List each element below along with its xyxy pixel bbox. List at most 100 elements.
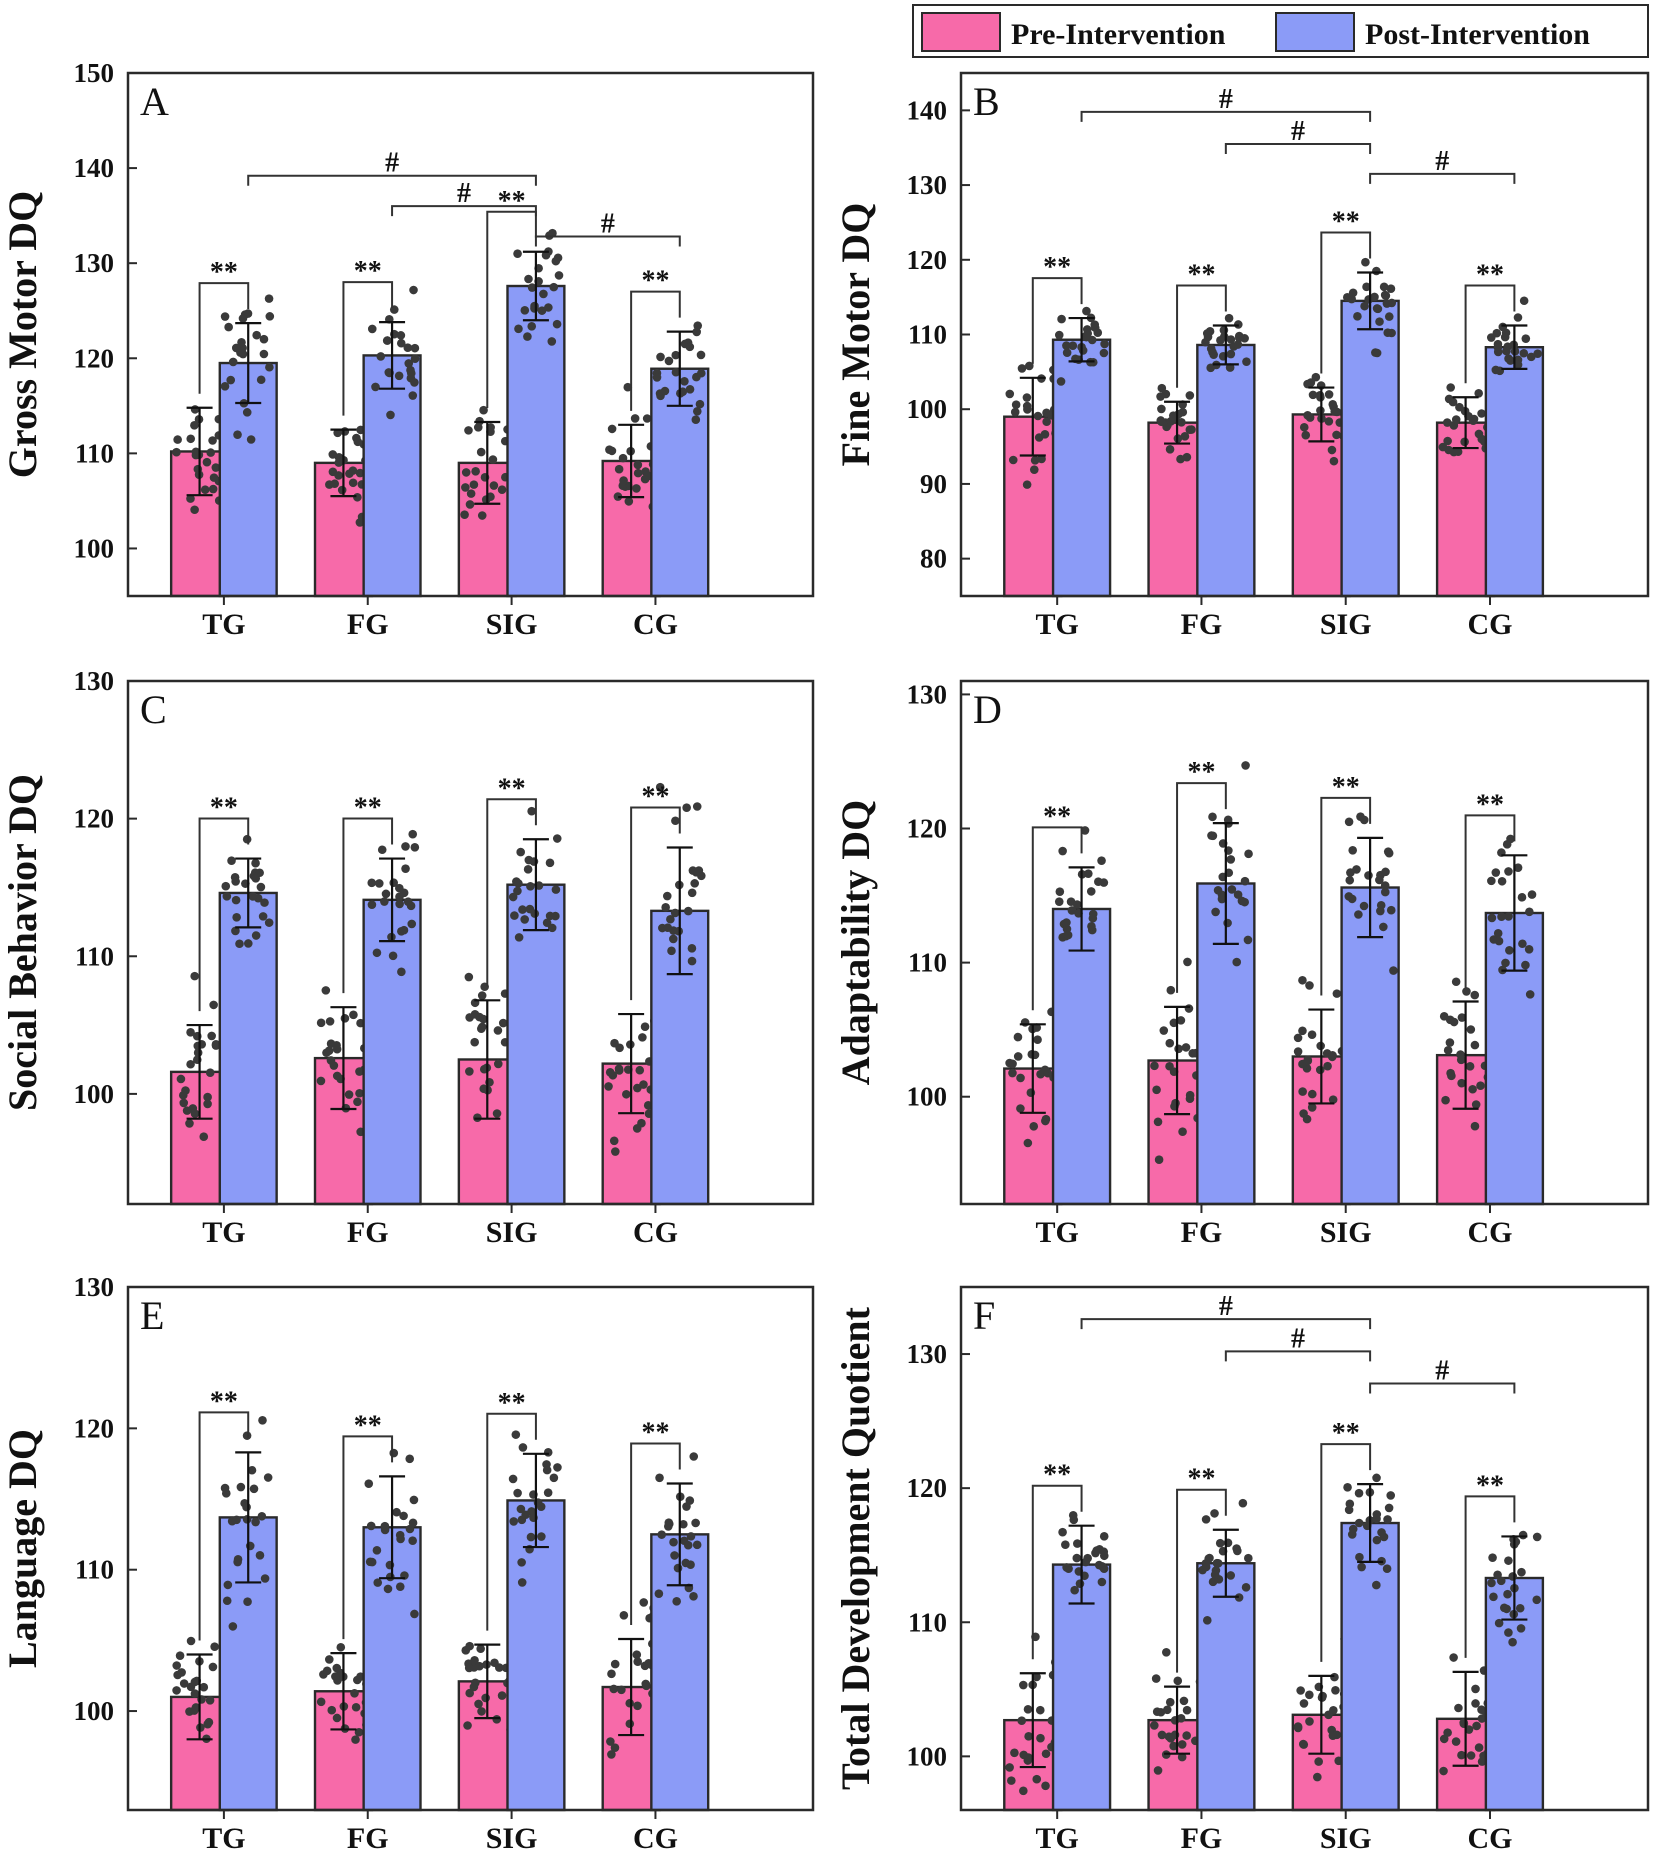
data-point [688,866,698,875]
data-point [321,986,331,995]
data-point [1182,452,1192,462]
data-point [1154,1155,1164,1165]
data-point [1332,407,1342,417]
category-label-tg: TG [202,1216,245,1249]
data-point [1080,826,1090,835]
data-point [1016,1073,1025,1083]
data-point [1152,1707,1162,1716]
data-point [1323,1061,1332,1071]
data-point [399,925,409,935]
data-point [1380,881,1390,890]
data-point [1505,945,1514,955]
data-point [508,1474,518,1484]
data-point [1353,312,1362,321]
data-point [205,1696,215,1705]
data-point [1379,922,1388,932]
within-sig-label: ** [210,793,238,824]
within-sig-label: ** [1332,1418,1360,1449]
y-tick-label: 110 [75,1555,114,1585]
data-point [547,337,557,346]
data-point [1499,1603,1509,1613]
data-point [614,464,624,474]
data-point [1156,392,1165,401]
data-point [1332,430,1341,440]
data-point [1090,323,1100,333]
data-point [1029,465,1039,474]
data-point [1497,876,1507,886]
data-point [474,1699,483,1709]
data-point [340,1014,350,1023]
data-point [1328,1095,1338,1104]
data-point [1384,848,1394,858]
data-point [1008,1059,1017,1069]
data-point [1470,1040,1480,1050]
data-point [1057,314,1066,324]
data-point [408,1518,418,1528]
data-point [251,1517,260,1527]
data-point [1016,1104,1025,1113]
data-point [383,1584,393,1594]
data-point [1099,348,1109,358]
data-point [388,951,398,961]
data-point [1468,1084,1477,1094]
within-sig-label: ** [1187,757,1215,788]
panel-d: ** TG ** FG ** SIG ** CG 100 110 120 130 D Adaptabili… [833,679,1650,1249]
data-point [1324,390,1334,399]
category-label-tg: TG [1036,1822,1079,1855]
data-point [1177,1740,1187,1749]
plot-frame [959,679,1650,1206]
data-point [669,934,678,944]
within-sig-bracket-cg [630,806,681,1001]
data-point [1062,1563,1071,1572]
category-label-tg: TG [1036,608,1079,641]
data-point [1354,1518,1364,1528]
y-tick-label: 120 [74,343,115,373]
data-point [633,1701,642,1711]
data-point [1063,930,1073,940]
data-point [1508,1637,1517,1647]
data-point [1005,1763,1014,1772]
data-point [469,480,479,489]
data-point [1487,913,1497,923]
data-point [1072,900,1082,909]
data-point [258,912,268,921]
data-point [190,1109,200,1118]
data-point [469,1682,479,1692]
data-point [625,1698,635,1708]
data-point [1153,1117,1163,1127]
data-point [1472,1721,1481,1731]
data-point [1233,1546,1242,1556]
data-point [367,1557,377,1567]
post-bar-sig [506,1499,566,1812]
data-point [679,1519,688,1529]
data-point [353,492,362,502]
data-point [1516,1624,1526,1633]
data-point [1033,1035,1042,1044]
within-sig-bracket-fg [342,817,394,994]
data-point [190,1689,200,1698]
data-point [202,457,212,467]
data-point [410,1609,419,1619]
panel-a: ** TG ** FG ** SIG ** CG # # #100 110 120 130 140 150 A G… [0,58,815,641]
data-point [490,1658,499,1668]
data-point [673,1563,683,1573]
y-tick-label: 140 [74,153,115,183]
data-point [1073,1539,1082,1548]
within-sig-bracket-cg [1464,814,1516,988]
data-point [1372,1473,1381,1483]
between-sig-label: # [457,178,471,209]
data-point [382,336,392,345]
data-point [639,1598,649,1607]
data-point [207,1031,216,1041]
data-point [1171,1098,1180,1108]
data-point [513,886,522,896]
data-point [1302,1114,1312,1124]
data-point [475,1661,484,1671]
pre-bar-cg [601,459,661,598]
data-point [1293,1722,1303,1731]
data-point [1162,1705,1172,1715]
data-point [642,414,652,423]
data-point [527,321,537,331]
data-point [549,282,559,292]
